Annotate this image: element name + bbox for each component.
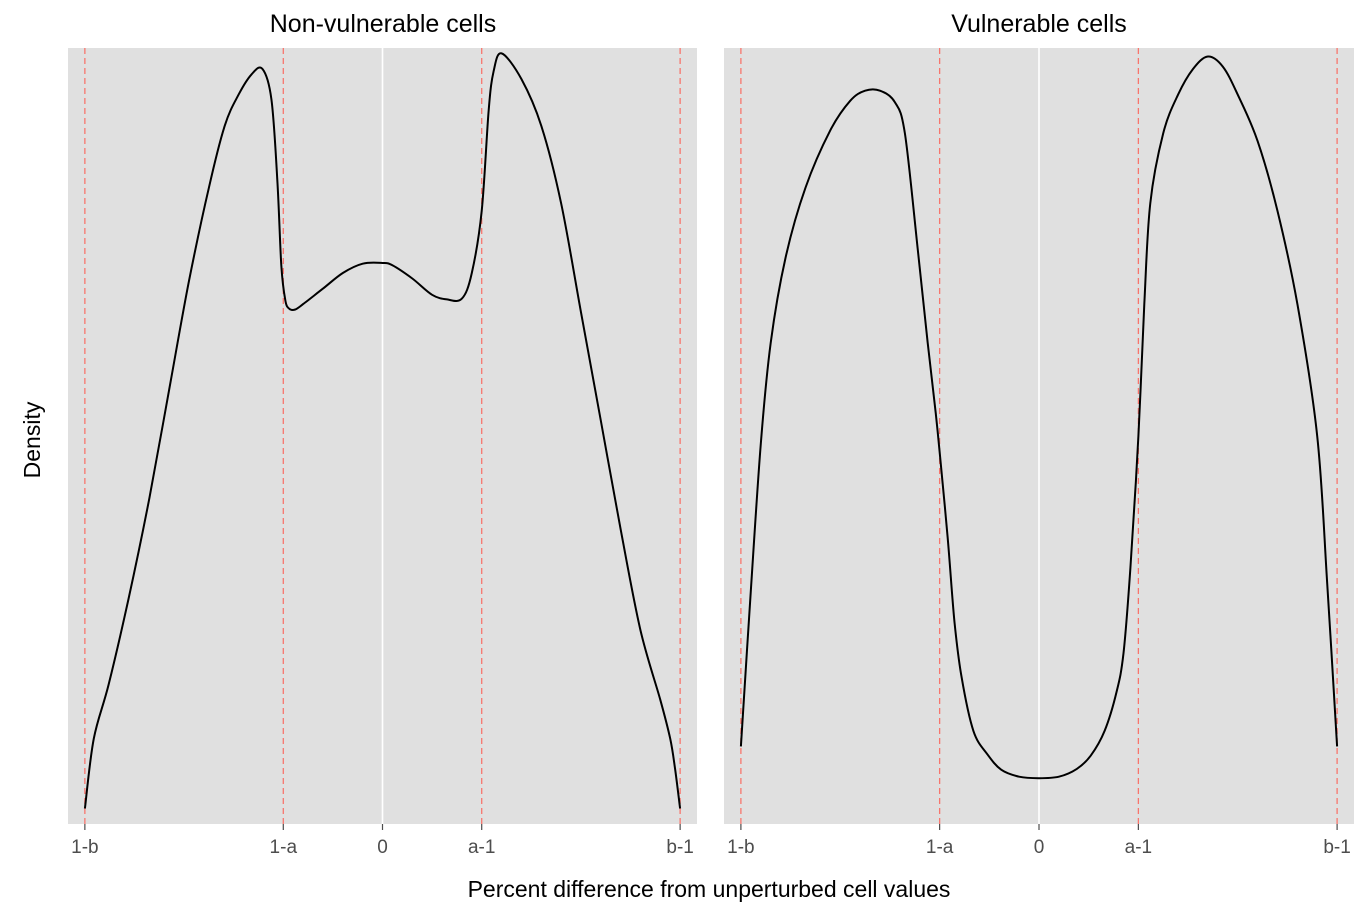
x-tick-label: b-1	[1323, 837, 1350, 858]
panel-vulnerable: 1-b 1-a 0 a-1 b-1 Vulnerable cells	[724, 10, 1354, 858]
panel-title: Non-vulnerable cells	[270, 10, 497, 38]
reference-lines	[84, 48, 681, 824]
x-tick-label: 1-b	[727, 837, 754, 858]
x-tick-label: 1-b	[71, 837, 98, 858]
x-axis-label: Percent difference from unperturbed cell…	[468, 876, 951, 902]
y-axis-label: Density	[19, 401, 45, 478]
x-tick-label: 1-a	[926, 837, 954, 858]
x-axis-ticks: 1-b 1-a 0 a-1 b-1	[71, 824, 694, 858]
x-axis-ticks: 1-b 1-a 0 a-1 b-1	[727, 824, 1351, 858]
panel-title: Vulnerable cells	[951, 10, 1127, 38]
density-curve	[83, 52, 682, 809]
x-tick-label: 0	[377, 837, 388, 858]
x-tick-label: 1-a	[270, 837, 298, 858]
x-tick-label: b-1	[666, 837, 693, 858]
x-tick-label: a-1	[468, 837, 495, 858]
x-tick-label: 0	[1034, 837, 1045, 858]
reference-lines	[740, 48, 1338, 824]
x-tick-label: a-1	[1125, 837, 1152, 858]
panel-non-vulnerable: 1-b 1-a 0 a-1 b-1 Non-vulnerable cells	[68, 10, 697, 858]
density-curve	[739, 55, 1339, 780]
